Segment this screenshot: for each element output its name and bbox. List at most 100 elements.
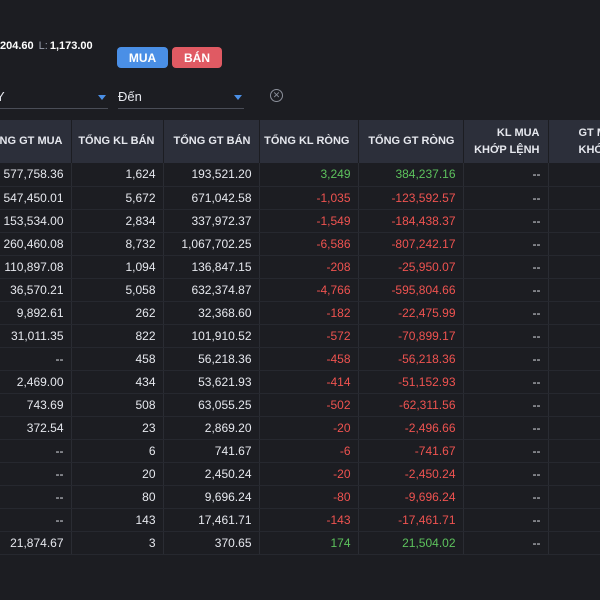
table-cell: 2,869.20 <box>163 416 260 440</box>
table-cell: 458 <box>71 347 164 371</box>
table-cell: -- <box>463 485 549 509</box>
table-cell: -- <box>463 347 549 371</box>
table-row[interactable]: 36,570.21 5,058 632,374.87 -4,766 -595,804.6… <box>0 278 600 302</box>
table-cell <box>548 508 600 532</box>
table-cell <box>548 347 600 371</box>
table-row[interactable]: -- 80 9,696.24 -80 -9,696.24 -- <box>0 485 600 509</box>
buy-button[interactable]: MUA <box>117 47 168 68</box>
column-header[interactable]: TỔNG GT MUA <box>0 120 72 163</box>
table-row[interactable]: -- 20 2,450.24 -20 -2,450.24 -- <box>0 462 600 486</box>
table-cell <box>548 278 600 302</box>
table-cell: -182 <box>259 301 359 325</box>
table-row[interactable]: -- 458 56,218.36 -458 -56,218.36 -- <box>0 347 600 371</box>
sell-button[interactable]: BÁN <box>172 47 222 68</box>
table-cell: 632,374.87 <box>163 278 260 302</box>
table-cell: 577,758.36 <box>0 163 72 187</box>
table-cell: -- <box>463 163 549 187</box>
table-cell: 80 <box>71 485 164 509</box>
table-row[interactable]: 153,534.00 2,834 337,972.37 -1,549 -184,438.… <box>0 209 600 233</box>
high-price-value: 204.60 <box>0 40 34 52</box>
table-cell: 9,892.61 <box>0 301 72 325</box>
trading-table: TỔNG GT MUA TỔNG KL BÁN TỔNG GT BÁN TỔNG KL… <box>0 120 600 555</box>
table-cell: -595,804.66 <box>358 278 464 302</box>
to-date-select[interactable]: Đến <box>118 85 244 109</box>
table-cell: 31,011.35 <box>0 324 72 348</box>
table-cell <box>548 255 600 279</box>
table-cell: -- <box>463 462 549 486</box>
column-header[interactable]: GT M KHỚP LỆ <box>548 120 600 163</box>
table-row[interactable]: 21,874.67 3 370.65 174 21,504.02 -- <box>0 531 600 555</box>
table-cell: -502 <box>259 393 359 417</box>
table-cell: 337,972.37 <box>163 209 260 233</box>
table-cell <box>548 462 600 486</box>
clear-filter-icon[interactable]: ✕ <box>270 89 283 102</box>
table-cell: -62,311.56 <box>358 393 464 417</box>
table-row[interactable]: 743.69 508 63,055.25 -502 -62,311.56 -- <box>0 393 600 417</box>
table-cell <box>548 416 600 440</box>
table-row[interactable]: -- 6 741.67 -6 -741.67 -- <box>0 439 600 463</box>
table-cell: 2,450.24 <box>163 462 260 486</box>
table-cell: 5,058 <box>71 278 164 302</box>
table-cell: 21,504.02 <box>358 531 464 555</box>
table-row[interactable]: 110,897.08 1,094 136,847.15 -208 -25,950.07-… <box>0 255 600 279</box>
table-cell: 508 <box>71 393 164 417</box>
table-cell: 110,897.08 <box>0 255 72 279</box>
table-cell: -4,766 <box>259 278 359 302</box>
table-cell: 56,218.36 <box>163 347 260 371</box>
column-header[interactable]: TỔNG KL RÒNG <box>259 120 359 163</box>
column-header[interactable]: TỔNG GT RÒNG <box>358 120 464 163</box>
table-body: 577,758.36 1,624 193,521.20 3,249 384,237.16… <box>0 163 600 555</box>
table-cell: 1,094 <box>71 255 164 279</box>
table-row[interactable]: 372.54 23 2,869.20 -20 -2,496.66 -- <box>0 416 600 440</box>
column-header-label: KHỚP LỆNH <box>474 143 540 156</box>
table-cell: 6 <box>71 439 164 463</box>
table-cell: -- <box>0 347 72 371</box>
table-row[interactable]: -- 143 17,461.71 -143 -17,461.71 -- <box>0 508 600 532</box>
table-cell: 1,624 <box>71 163 164 187</box>
table-cell: -9,696.24 <box>358 485 464 509</box>
table-row[interactable]: 260,460.08 8,732 1,067,702.25 -6,586 -807,24… <box>0 232 600 256</box>
table-cell <box>548 324 600 348</box>
low-price-value: 1,173.00 <box>49 40 93 52</box>
table-cell: -- <box>463 393 549 417</box>
table-cell: -414 <box>259 370 359 394</box>
table-cell: 153,534.00 <box>0 209 72 233</box>
table-cell: -- <box>463 301 549 325</box>
table-cell: 36,570.21 <box>0 278 72 302</box>
table-row[interactable]: 31,011.35 822 101,910.52 -572 -70,899.17 -- <box>0 324 600 348</box>
table-cell: -807,242.17 <box>358 232 464 256</box>
table-cell: -184,438.37 <box>358 209 464 233</box>
table-cell: -572 <box>259 324 359 348</box>
table-cell <box>548 531 600 555</box>
table-cell: 262 <box>71 301 164 325</box>
table-cell: -- <box>0 439 72 463</box>
table-cell: -123,592.57 <box>358 186 464 210</box>
table-row[interactable]: 9,892.61 262 32,368.60 -182 -22,475.99 -- <box>0 301 600 325</box>
table-cell: -20 <box>259 416 359 440</box>
table-cell: -2,450.24 <box>358 462 464 486</box>
table-cell: 143 <box>71 508 164 532</box>
table-cell: -- <box>463 278 549 302</box>
table-cell: 260,460.08 <box>0 232 72 256</box>
table-cell: 3 <box>71 531 164 555</box>
from-date-select[interactable]: Y <box>0 85 108 109</box>
table-row[interactable]: 577,758.36 1,624 193,521.20 3,249 384,237.16… <box>0 163 600 187</box>
table-cell: 547,450.01 <box>0 186 72 210</box>
table-cell: -- <box>463 232 549 256</box>
table-row[interactable]: 547,450.01 5,672 671,042.58 -1,035 -123,592.… <box>0 186 600 210</box>
column-header-label: TỔNG GT MUA <box>0 135 63 147</box>
table-cell: -741.67 <box>358 439 464 463</box>
table-cell: 3,249 <box>259 163 359 187</box>
table-cell: 136,847.15 <box>163 255 260 279</box>
table-row[interactable]: 2,469.00 434 53,621.93 -414 -51,152.93 -- <box>0 370 600 394</box>
table-cell: 101,910.52 <box>163 324 260 348</box>
table-cell: -22,475.99 <box>358 301 464 325</box>
table-cell <box>548 301 600 325</box>
table-cell: -2,496.66 <box>358 416 464 440</box>
column-header[interactable]: TỔNG KL BÁN <box>71 120 164 163</box>
column-header[interactable]: KL MUA KHỚP LỆNH <box>463 120 549 163</box>
table-cell: 822 <box>71 324 164 348</box>
column-header[interactable]: TỔNG GT BÁN <box>163 120 260 163</box>
trading-table-container[interactable]: TỔNG GT MUA TỔNG KL BÁN TỔNG GT BÁN TỔNG KL… <box>0 120 600 600</box>
table-cell <box>548 232 600 256</box>
